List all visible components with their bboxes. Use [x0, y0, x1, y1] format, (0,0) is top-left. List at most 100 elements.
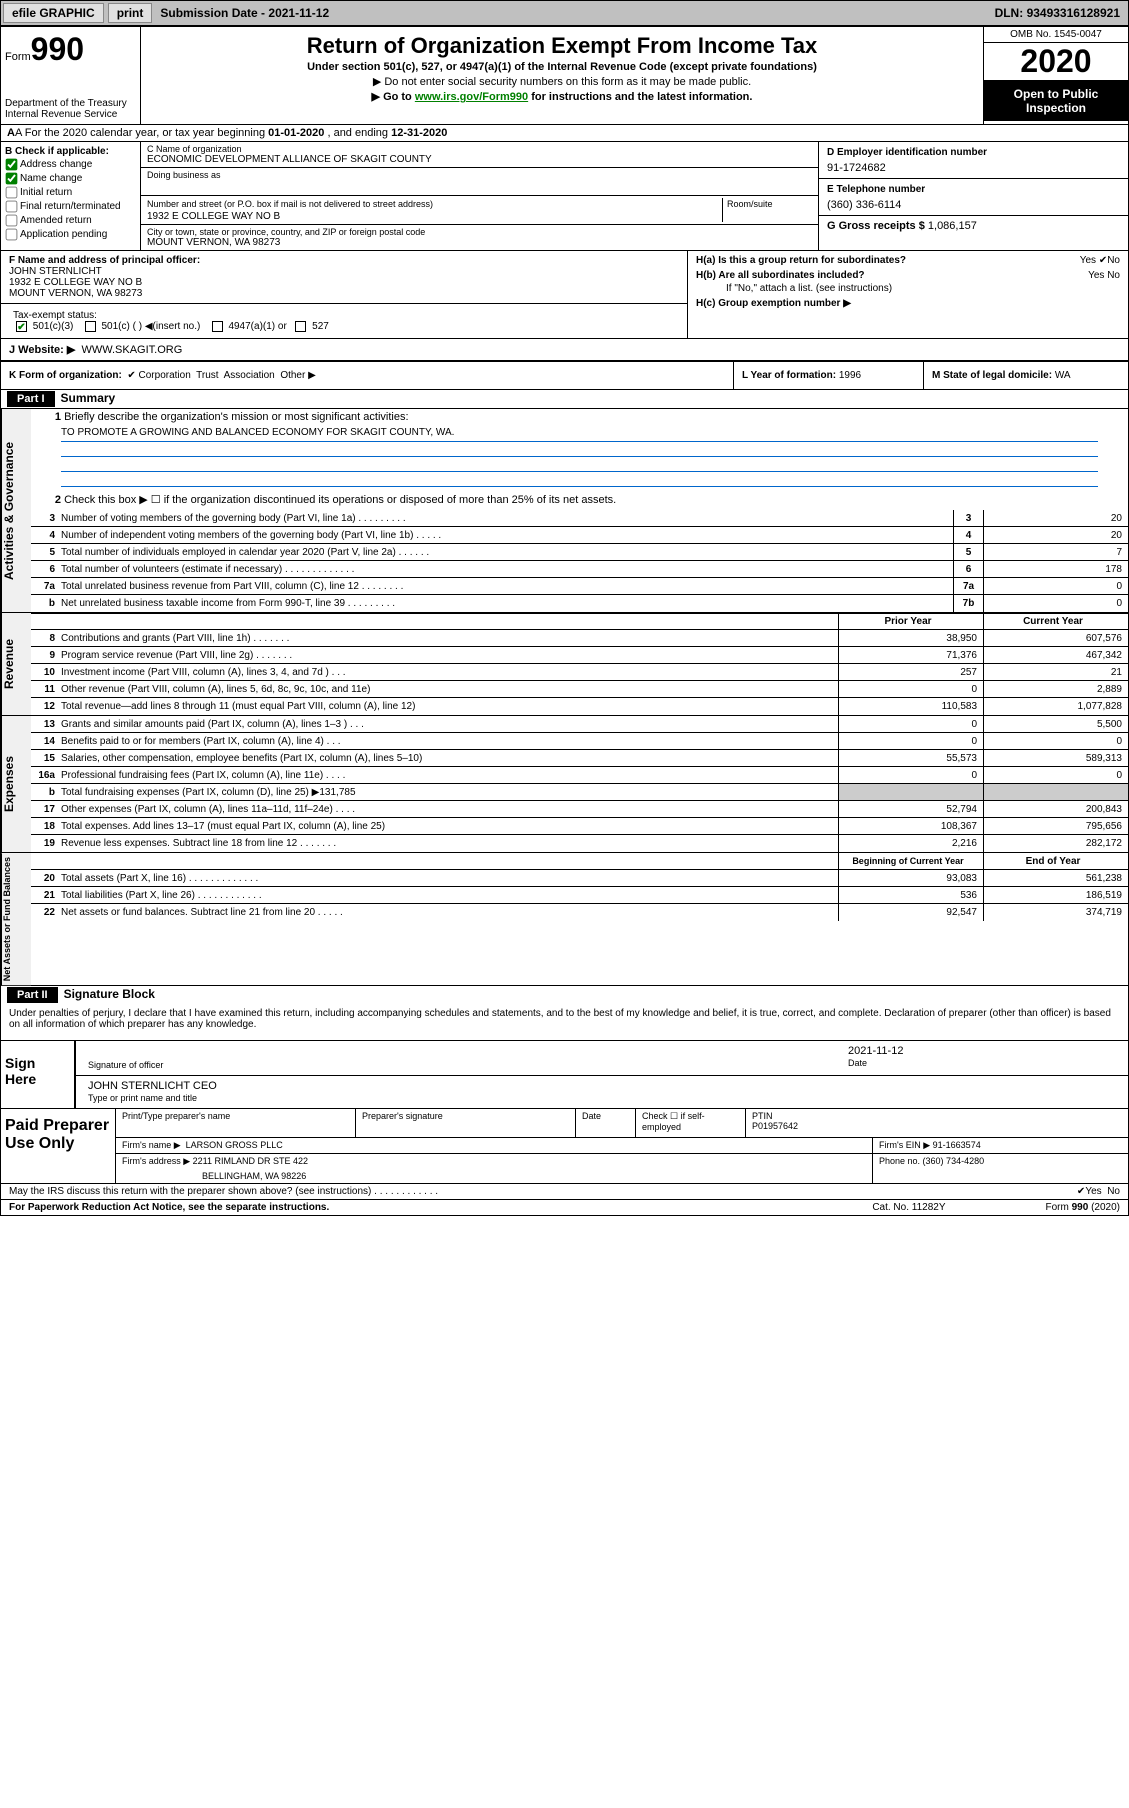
section-j-website: J Website: ▶ WWW.SKAGIT.ORG — [1, 339, 1128, 362]
section-fhj: F Name and address of principal officer:… — [1, 251, 1128, 339]
prior-val: 0 — [838, 733, 983, 749]
gov-val: 20 — [983, 510, 1128, 526]
curr-val: 5,500 — [983, 716, 1128, 732]
prior-val: 0 — [838, 716, 983, 732]
prior-val: 108,367 — [838, 818, 983, 834]
section-l-year: L Year of formation: 1996 — [733, 362, 923, 389]
prior-val: 38,950 — [838, 630, 983, 646]
paid-preparer-label: Paid Preparer Use Only — [1, 1109, 116, 1183]
chk-address-change[interactable] — [6, 159, 18, 171]
row-a-taxyear: AA For the 2020 calendar year, or tax ye… — [1, 125, 1128, 142]
paid-preparer-block: Paid Preparer Use Only Print/Type prepar… — [1, 1109, 1128, 1184]
prior-val: 2,216 — [838, 835, 983, 852]
gov-val: 0 — [983, 595, 1128, 612]
footer: For Paperwork Reduction Act Notice, see … — [1, 1200, 1128, 1215]
netassets-section: Net Assets or Fund Balances Beginning of… — [1, 853, 1128, 986]
telephone: (360) 336-6114 — [827, 195, 1120, 211]
section-k-formorg: K Form of organization: ✔ Corporation Tr… — [1, 362, 733, 389]
firm-phone: (360) 734-4280 — [923, 1156, 985, 1166]
chk-501c[interactable] — [85, 321, 96, 332]
form-main: Form990 Department of the Treasury Inter… — [0, 26, 1129, 1216]
form-subtitle: Under section 501(c), 527, or 4947(a)(1)… — [147, 61, 977, 73]
prior-val — [838, 784, 983, 800]
prior-val: 71,376 — [838, 647, 983, 663]
curr-val: 2,889 — [983, 681, 1128, 697]
sign-here-label: Sign Here — [1, 1041, 76, 1108]
prior-val: 536 — [838, 887, 983, 903]
prior-val: 257 — [838, 664, 983, 680]
prior-val: 0 — [838, 681, 983, 697]
section-b-checkboxes: B Check if applicable: Address change Na… — [1, 142, 141, 250]
sidebar-expenses: Expenses — [1, 716, 31, 852]
entity-block: B Check if applicable: Address change Na… — [1, 142, 1128, 251]
officer-name: JOHN STERNLICHT — [9, 266, 102, 277]
omb-number: OMB No. 1545-0047 — [984, 27, 1128, 43]
sidebar-netassets: Net Assets or Fund Balances — [1, 853, 31, 985]
website-url: WWW.SKAGIT.ORG — [81, 344, 182, 356]
part2-header: Part IISignature Block — [1, 986, 1128, 1004]
chk-501c3[interactable]: ✔ — [16, 321, 27, 332]
curr-val: 374,719 — [983, 904, 1128, 921]
print-button[interactable]: print — [108, 3, 153, 23]
section-h-group: H(a) Is this a group return for subordin… — [688, 251, 1128, 338]
curr-val: 200,843 — [983, 801, 1128, 817]
prior-val: 52,794 — [838, 801, 983, 817]
discuss-row: May the IRS discuss this return with the… — [1, 1184, 1128, 1200]
revenue-section: Revenue Prior YearCurrent Year 8Contribu… — [1, 613, 1128, 716]
curr-val: 795,656 — [983, 818, 1128, 834]
chk-527[interactable] — [295, 321, 306, 332]
header-right: OMB No. 1545-0047 2020 Open to Public In… — [983, 27, 1128, 124]
form-link: ▶ Go to www.irs.gov/Form990 for instruct… — [147, 90, 977, 103]
firm-name: LARSON GROSS PLLC — [186, 1140, 283, 1150]
curr-val: 561,238 — [983, 870, 1128, 886]
chk-amended[interactable] — [6, 215, 18, 227]
curr-val: 467,342 — [983, 647, 1128, 663]
expenses-section: Expenses 13Grants and similar amounts pa… — [1, 716, 1128, 853]
gov-val: 20 — [983, 527, 1128, 543]
ha-no[interactable]: ✔ — [1099, 255, 1107, 266]
curr-val: 607,576 — [983, 630, 1128, 646]
chk-corporation[interactable]: ✔ — [127, 370, 135, 381]
section-m-state: M State of legal domicile: WA — [923, 362, 1128, 389]
curr-val: 21 — [983, 664, 1128, 680]
curr-val — [983, 784, 1128, 800]
efile-button[interactable]: efile GRAPHIC — [3, 3, 104, 23]
section-klm: K Form of organization: ✔ Corporation Tr… — [1, 362, 1128, 390]
prior-val: 0 — [838, 767, 983, 783]
chk-4947[interactable] — [212, 321, 223, 332]
topbar: efile GRAPHIC print Submission Date - 20… — [0, 0, 1129, 26]
mission-text: TO PROMOTE A GROWING AND BALANCED ECONOM… — [61, 427, 1098, 442]
sidebar-activities: Activities & Governance — [1, 409, 31, 612]
gov-val: 7 — [983, 544, 1128, 560]
officer-sig-name: JOHN STERNLICHT CEO — [88, 1080, 217, 1092]
inspection-badge: Open to Public Inspection — [984, 81, 1128, 121]
city-state-zip: MOUNT VERNON, WA 98273 — [147, 237, 812, 248]
sign-here-block: Sign Here Signature of officer 2021-11-1… — [1, 1040, 1128, 1109]
firm-ein: 91-1663574 — [933, 1140, 981, 1150]
curr-val: 1,077,828 — [983, 698, 1128, 715]
form-note1: ▶ Do not enter social security numbers o… — [147, 75, 977, 88]
ein: 91-1724682 — [827, 158, 1120, 174]
prior-val: 93,083 — [838, 870, 983, 886]
street-address: 1932 E COLLEGE WAY NO B — [147, 211, 280, 222]
firm-addr: 2211 RIMLAND DR STE 422 — [193, 1156, 308, 1166]
gov-val: 0 — [983, 578, 1128, 594]
dln: DLN: 93493316128921 — [995, 6, 1126, 20]
chk-initial-return[interactable] — [6, 187, 18, 199]
irs-link[interactable]: www.irs.gov/Form990 — [415, 91, 528, 103]
signature-declaration: Under penalties of perjury, I declare th… — [1, 1004, 1128, 1034]
gross-receipts: 1,086,157 — [928, 220, 977, 232]
chk-name-change[interactable] — [6, 173, 18, 185]
curr-val: 0 — [983, 733, 1128, 749]
section-f-officer: F Name and address of principal officer:… — [1, 251, 688, 338]
sig-date: 2021-11-12 — [848, 1045, 903, 1057]
col-end-year: End of Year — [983, 853, 1128, 869]
prior-val: 92,547 — [838, 904, 983, 921]
col-prior-year: Prior Year — [838, 614, 983, 629]
curr-val: 186,519 — [983, 887, 1128, 903]
form-title: Return of Organization Exempt From Incom… — [147, 33, 977, 59]
chk-application-pending[interactable] — [6, 229, 18, 241]
chk-final-return[interactable] — [6, 201, 18, 213]
sidebar-revenue: Revenue — [1, 613, 31, 715]
tax-year: 2020 — [984, 43, 1128, 81]
